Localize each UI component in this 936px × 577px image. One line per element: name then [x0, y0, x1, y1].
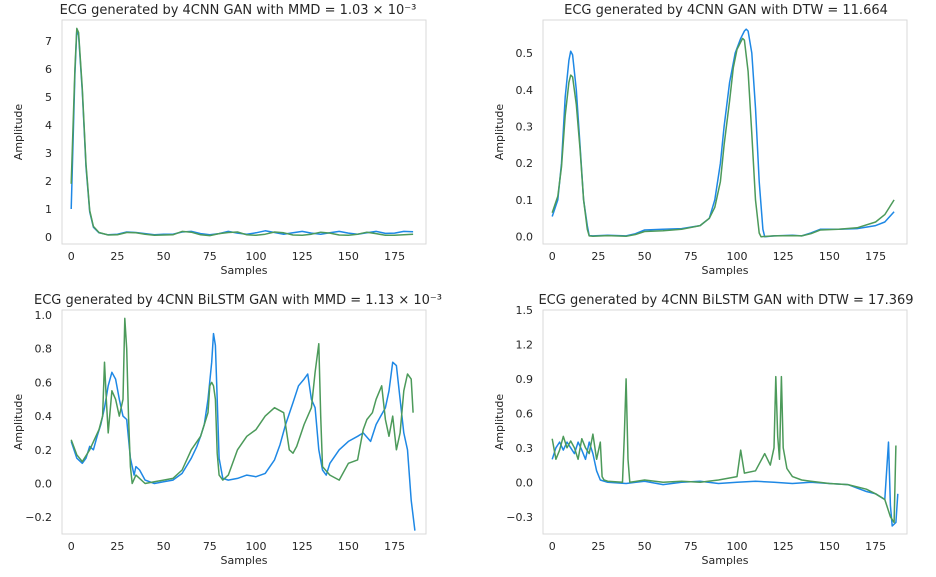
- y-tick-label: 0.0: [516, 476, 534, 489]
- x-tick-label: 100: [727, 540, 748, 553]
- x-tick-label: 125: [292, 540, 313, 553]
- x-tick-label: 50: [157, 540, 171, 553]
- x-tick-label: 50: [638, 540, 652, 553]
- series-line-2: [70, 317, 414, 485]
- x-tick-label: 0: [549, 250, 556, 263]
- y-tick-label: 0.4: [35, 410, 53, 423]
- x-tick-label: 150: [338, 250, 359, 263]
- x-tick-label: 75: [684, 250, 698, 263]
- y-tick-label: 1.5: [516, 304, 534, 317]
- series-line-2: [551, 375, 897, 524]
- x-axis-label: Samples: [221, 554, 268, 567]
- y-tick-label: 0.3: [516, 120, 534, 133]
- x-tick-label: 25: [110, 540, 124, 553]
- y-tick-label: 2: [45, 175, 52, 188]
- x-tick-label: 75: [684, 540, 698, 553]
- series-line-1: [551, 28, 895, 238]
- x-tick-label: 0: [68, 250, 75, 263]
- series-line-2: [551, 37, 895, 238]
- y-tick-label: 0: [45, 231, 52, 244]
- plot-frame: [542, 309, 908, 535]
- y-axis-label: Amplitude: [12, 104, 25, 161]
- y-tick-label: 0.0: [35, 477, 53, 490]
- x-tick-label: 75: [203, 540, 217, 553]
- y-tick-label: 4: [45, 119, 52, 132]
- y-tick-label: 0.1: [516, 194, 534, 207]
- x-tick-label: 100: [246, 540, 267, 553]
- x-tick-label: 100: [727, 250, 748, 263]
- y-tick-label: 1: [45, 203, 52, 216]
- x-axis-label: Samples: [221, 264, 268, 277]
- x-tick-label: 25: [591, 250, 605, 263]
- y-tick-label: −0.3: [506, 511, 533, 524]
- y-tick-label: 0.5: [516, 47, 534, 60]
- y-tick-label: 5: [45, 91, 52, 104]
- y-tick-label: 7: [45, 35, 52, 48]
- x-tick-label: 100: [246, 250, 267, 263]
- y-tick-label: 0.9: [516, 373, 534, 386]
- y-tick-label: 0.3: [516, 442, 534, 455]
- y-tick-label: 0.6: [35, 376, 53, 389]
- y-tick-label: 0.8: [35, 343, 53, 356]
- chart-title: ECG generated by 4CNN GAN with DTW = 11.…: [564, 3, 888, 18]
- x-tick-label: 25: [110, 250, 124, 263]
- x-tick-label: 175: [865, 250, 886, 263]
- x-tick-label: 50: [157, 250, 171, 263]
- x-tick-label: 25: [591, 540, 605, 553]
- plot-frame: [61, 19, 427, 245]
- y-tick-label: 0.4: [516, 84, 534, 97]
- x-tick-label: 150: [338, 540, 359, 553]
- x-axis-label: Samples: [702, 264, 749, 277]
- chart-title: ECG generated by 4CNN GAN with MMD = 1.0…: [60, 3, 417, 18]
- series-line-2: [70, 27, 414, 237]
- x-tick-label: 150: [819, 540, 840, 553]
- y-tick-label: 0.6: [516, 407, 534, 420]
- y-tick-label: 0.2: [35, 444, 53, 457]
- y-tick-label: 1.2: [516, 338, 534, 351]
- x-tick-label: 0: [68, 540, 75, 553]
- plot-frame: [542, 19, 908, 245]
- series-line-1: [70, 29, 414, 236]
- x-tick-label: 175: [384, 250, 405, 263]
- y-tick-label: 0.2: [516, 157, 534, 170]
- chart-title: ECG generated by 4CNN BiLSTM GAN with MM…: [34, 293, 442, 308]
- x-tick-label: 75: [203, 250, 217, 263]
- y-axis-label: Amplitude: [493, 394, 506, 451]
- plot-frame: [61, 309, 427, 535]
- x-tick-label: 125: [773, 540, 794, 553]
- y-axis-label: Amplitude: [493, 104, 506, 161]
- x-tick-label: 175: [865, 540, 886, 553]
- y-tick-label: 0.0: [516, 231, 534, 244]
- x-tick-label: 0: [549, 540, 556, 553]
- x-tick-label: 125: [292, 250, 313, 263]
- chart-title: ECG generated by 4CNN BiLSTM GAN with DT…: [538, 293, 913, 308]
- x-tick-label: 125: [773, 250, 794, 263]
- y-tick-label: 6: [45, 63, 52, 76]
- x-axis-label: Samples: [702, 554, 749, 567]
- y-axis-label: Amplitude: [12, 394, 25, 451]
- y-tick-label: 1.0: [35, 309, 53, 322]
- x-tick-label: 150: [819, 250, 840, 263]
- y-tick-label: −0.2: [25, 511, 52, 524]
- x-tick-label: 175: [384, 540, 405, 553]
- x-tick-label: 50: [638, 250, 652, 263]
- y-tick-label: 3: [45, 147, 52, 160]
